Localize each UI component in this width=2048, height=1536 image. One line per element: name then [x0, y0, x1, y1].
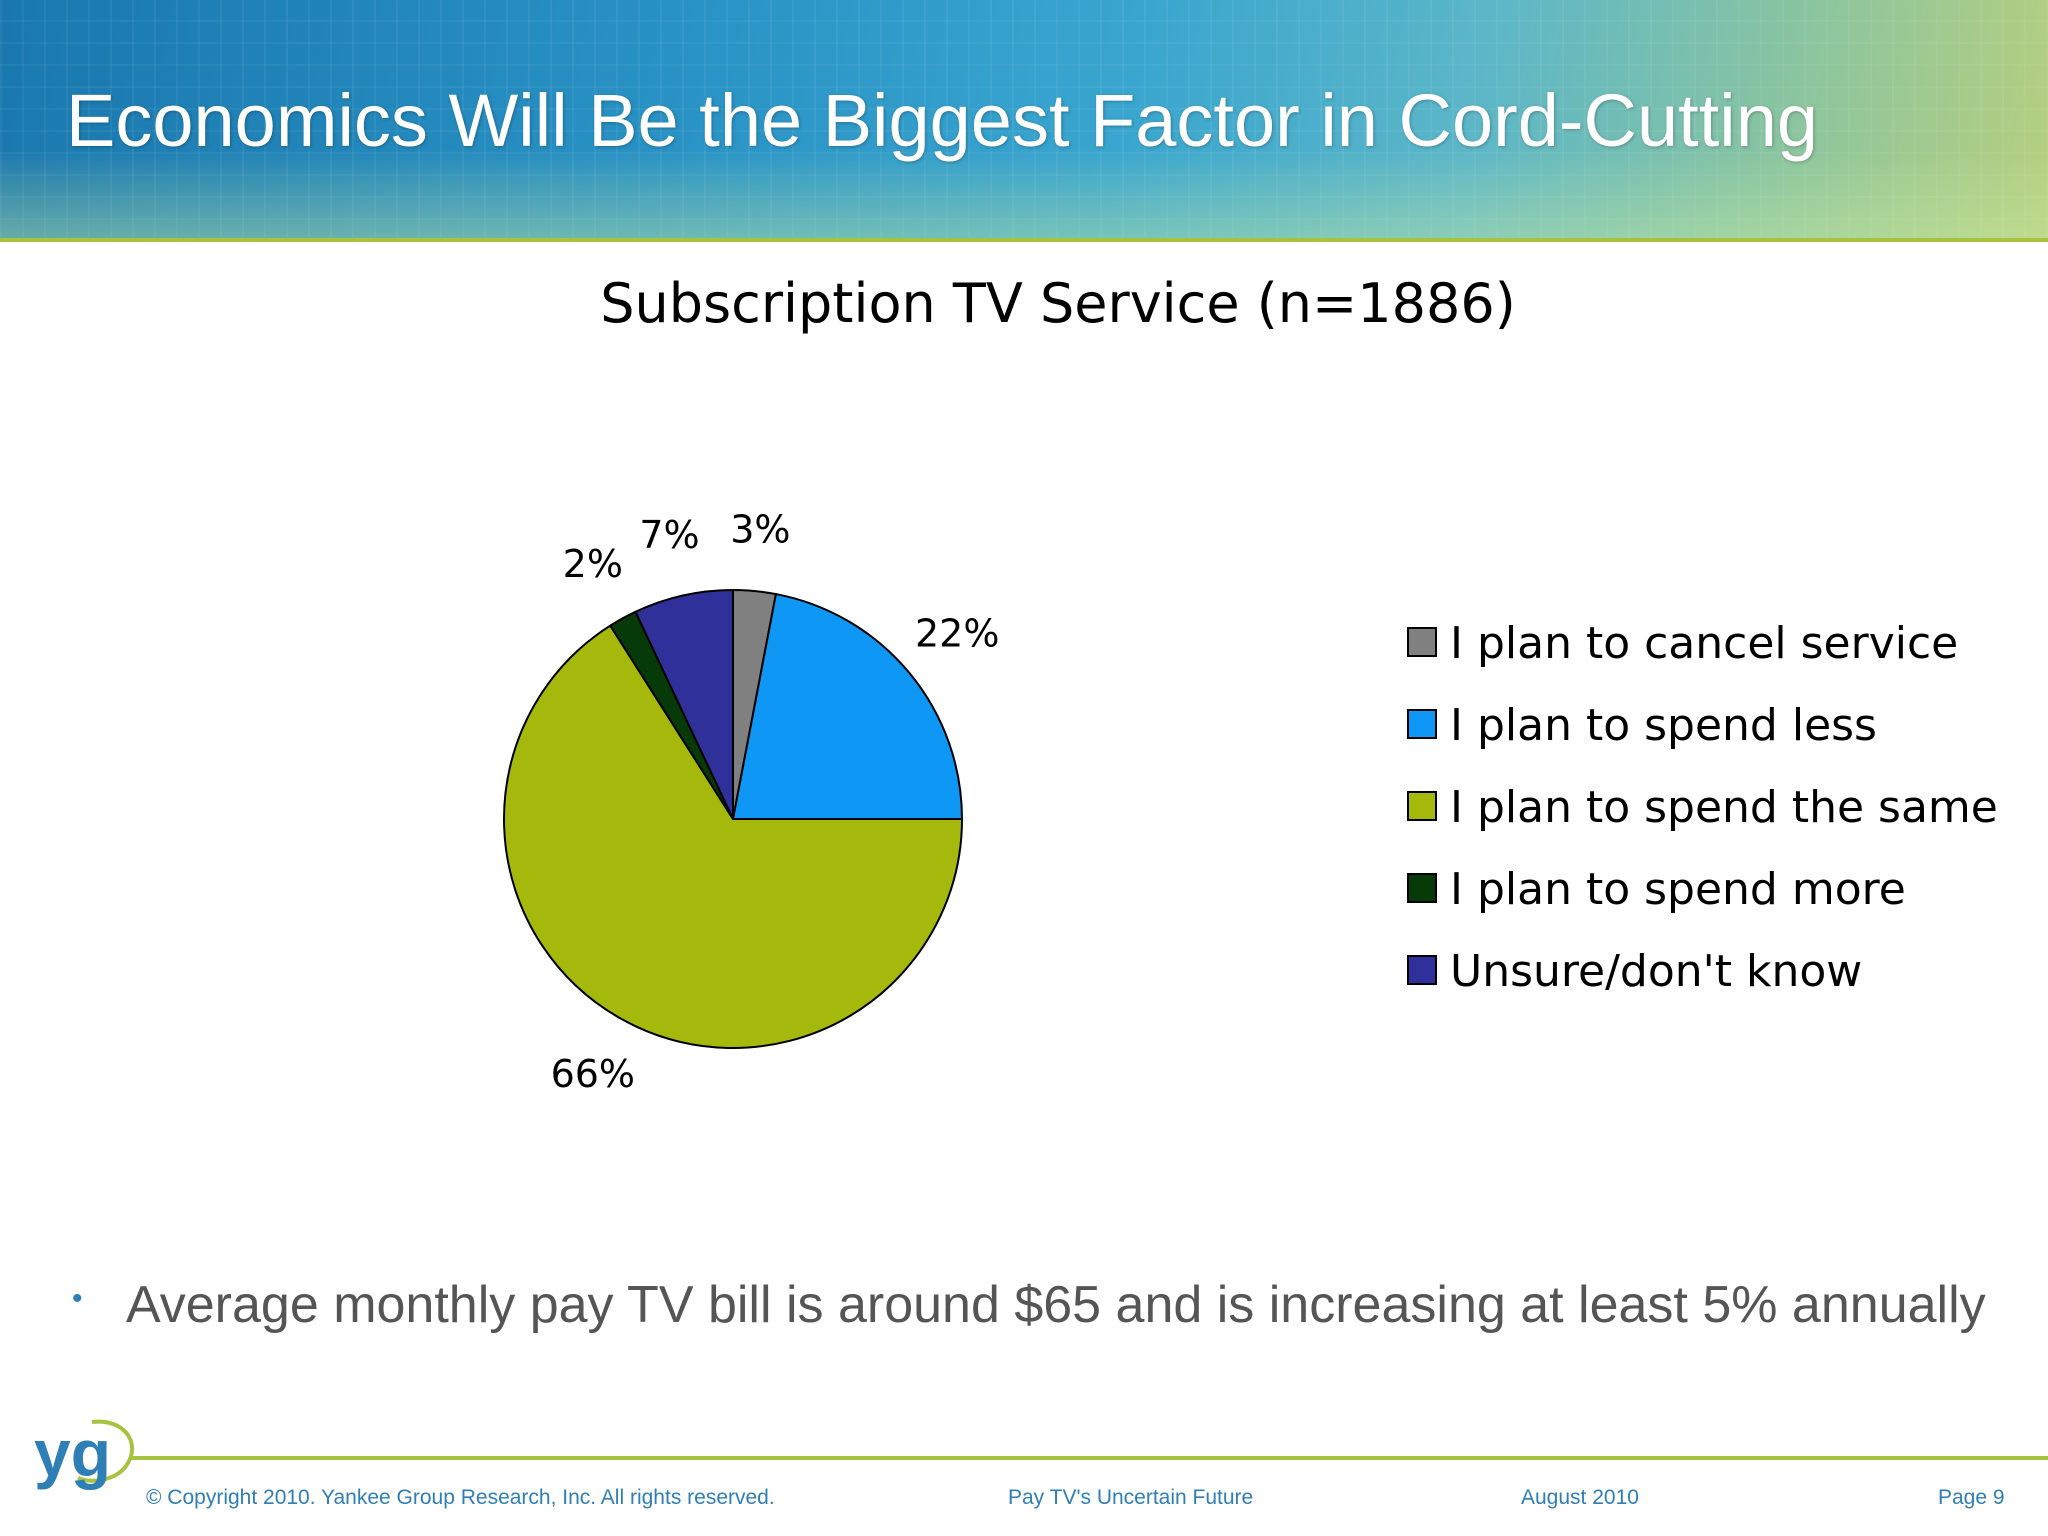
legend-swatch-i-plan-to-cancel-service [1407, 627, 1437, 657]
footer-date: August 2010 [1521, 1486, 1639, 1509]
slide-header: Economics Will Be the Biggest Factor in … [0, 0, 2048, 242]
header-grid-pattern [0, 0, 2048, 242]
pie-chart: Subscription TV Service (n=1886) 3% 22% 66… [503, 272, 1998, 1096]
data-label-i-plan-to-spend-more: 2% [563, 542, 623, 586]
pie-slice-i-plan-to-spend-the-same [503, 624, 964, 1049]
footer-page-number: Page 9 [1938, 1486, 2005, 1509]
logo-text: yg [34, 1416, 111, 1490]
legend-label-i-plan-to-spend-the-same: I plan to spend the same [1450, 782, 1998, 833]
legend-label-i-plan-to-spend-more: I plan to spend more [1450, 864, 1906, 915]
slide-title: Economics Will Be the Biggest Factor in … [66, 79, 1819, 162]
pie-slice-i-plan-to-spend-less [731, 592, 964, 820]
footer-report-title: Pay TV's Uncertain Future [1008, 1486, 1254, 1509]
data-label-i-plan-to-spend-the-same: 66% [551, 1052, 635, 1096]
legend-swatch-i-plan-to-spend-the-same [1407, 791, 1437, 821]
header-accent-strip [0, 238, 2048, 242]
bullet-text: Average monthly pay TV bill is around $6… [126, 1276, 1986, 1334]
legend-swatch-i-plan-to-spend-less [1407, 709, 1437, 739]
pie-data-labels: 3% 22% 66% 2% 7% [551, 507, 1000, 1096]
footer-copyright: © Copyright 2010. Yankee Group Research,… [146, 1486, 775, 1509]
legend-label-unsure-don-t-know: Unsure/don't know [1450, 946, 1862, 997]
data-label-i-plan-to-spend-less: 22% [915, 612, 999, 656]
legend-label-i-plan-to-cancel-service: I plan to cancel service [1450, 618, 1958, 669]
header-glow [0, 150, 2048, 242]
pie-slices [503, 588, 964, 1049]
data-label-i-plan-to-cancel-service: 3% [730, 507, 790, 551]
yankee-group-logo: yg [34, 1416, 134, 1490]
pie-slice-unsure-don-t-know [634, 588, 734, 820]
data-label-unsure-don-t-know: 7% [639, 513, 699, 557]
bullet-marker: • [72, 1282, 83, 1315]
legend-label-i-plan-to-spend-less: I plan to spend less [1450, 700, 1877, 751]
chart-legend: I plan to cancel service I plan to spend … [1407, 618, 1998, 997]
legend-swatch-unsure-don-t-know [1407, 955, 1437, 985]
legend-swatch-i-plan-to-spend-more [1407, 873, 1437, 903]
footer-divider [130, 1456, 2048, 1460]
logo-swoosh [77, 1419, 134, 1483]
chart-title: Subscription TV Service (n=1886) [600, 272, 1516, 335]
